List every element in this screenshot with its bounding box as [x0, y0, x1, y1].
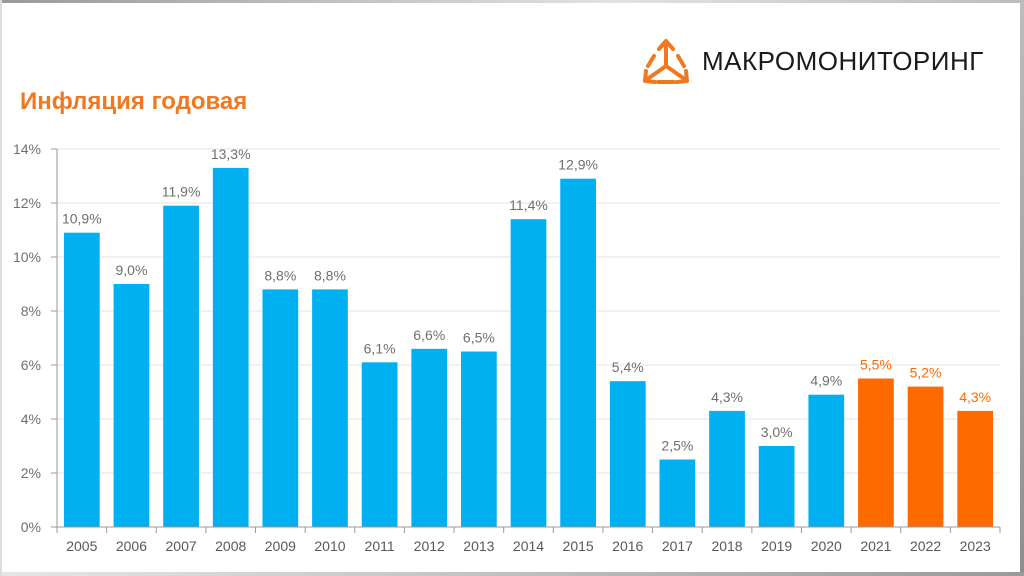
y-axis-ticks: 0% 2% 4% 6% 8% 10% 12% 14% [13, 141, 57, 535]
value-label-2005: 10,9% [62, 211, 102, 227]
bar-2015 [560, 178, 596, 527]
bar-2007 [163, 205, 199, 527]
brand-logo: МАКРОМОНИТОРИНГ [640, 36, 984, 86]
bar-2012 [411, 348, 448, 527]
y-tick-label: 2% [21, 465, 41, 481]
y-tick-label: 0% [21, 519, 41, 535]
x-tick-label-2021: 2021 [860, 538, 891, 554]
x-tick-label-2006: 2006 [116, 538, 147, 554]
value-labels: 10,9% 9,0% 11,9% 13,3% 8,8% 8,8% 6,1% 6,6% 6,5% 1… [62, 146, 991, 454]
x-tick-label-2007: 2007 [166, 538, 197, 554]
value-label-2022: 5,2% [910, 365, 942, 381]
y-tick-label: 8% [21, 303, 41, 319]
bar-2011 [361, 362, 398, 527]
bar-2017 [659, 459, 696, 527]
x-tick-label-2011: 2011 [365, 538, 395, 554]
x-axis-ticks: 2005 2006 2007 2008 2009 2010 2011 2012 2013 2014… [56, 527, 1001, 554]
x-tick-label-2020: 2020 [811, 538, 842, 554]
bar-2018 [709, 410, 745, 527]
value-label-2010: 8,8% [314, 267, 346, 283]
value-label-2011: 6,1% [364, 340, 396, 356]
frame-bottom-border [0, 572, 1024, 576]
bar-2020 [808, 394, 845, 527]
bar-2009 [262, 289, 299, 527]
y-tick-label: 6% [21, 357, 41, 373]
value-label-2008: 13,3% [211, 146, 251, 162]
frame-left-border [0, 0, 2, 576]
value-label-2019: 3,0% [761, 424, 793, 440]
value-label-2021: 5,5% [860, 357, 892, 373]
x-tick-label-2014: 2014 [513, 538, 544, 554]
x-tick-label-2016: 2016 [612, 538, 643, 554]
bar-2005 [63, 232, 100, 527]
value-label-2006: 9,0% [115, 262, 147, 278]
value-label-2014: 11,4% [509, 197, 548, 213]
y-tick-label: 4% [21, 411, 41, 427]
x-tick-label-2019: 2019 [761, 538, 792, 554]
x-tick-label-2023: 2023 [960, 538, 991, 554]
x-tick-label-2022: 2022 [910, 538, 941, 554]
y-tick-label: 10% [13, 249, 41, 265]
value-label-2012: 6,6% [413, 327, 445, 343]
value-label-2015: 12,9% [558, 157, 598, 173]
y-tick-label: 14% [13, 141, 41, 157]
x-tick-label-2012: 2012 [414, 538, 445, 554]
bar-2019 [758, 446, 795, 527]
bar-2008 [212, 167, 249, 527]
bar-2006 [113, 284, 150, 527]
brand-name: МАКРОМОНИТОРИНГ [702, 45, 984, 76]
bar-2013 [461, 351, 497, 527]
bar-2010 [312, 289, 348, 527]
x-tick-label-2010: 2010 [314, 538, 345, 554]
x-tick-label-2008: 2008 [215, 538, 246, 554]
x-tick-label-2018: 2018 [711, 538, 742, 554]
frame-top-border [0, 0, 1024, 3]
value-label-2017: 2,5% [661, 438, 693, 454]
value-label-2018: 4,3% [711, 389, 743, 405]
value-label-2013: 6,5% [463, 330, 495, 346]
bar-2014 [510, 219, 547, 527]
bar-2021 [858, 378, 894, 527]
value-label-2016: 5,4% [612, 359, 644, 375]
x-tick-label-2009: 2009 [265, 538, 296, 554]
x-tick-label-2005: 2005 [66, 538, 97, 554]
frame-right-border [1020, 0, 1024, 576]
x-tick-label-2015: 2015 [563, 538, 594, 554]
y-tick-label: 12% [13, 195, 41, 211]
bars [63, 167, 994, 527]
value-label-2020: 4,9% [810, 373, 842, 389]
bar-2023 [957, 410, 994, 527]
x-tick-label-2017: 2017 [662, 538, 693, 554]
bar-2016 [609, 381, 646, 527]
value-label-2007: 11,9% [162, 184, 201, 200]
bar-2022 [907, 386, 944, 527]
chart-title: Инфляция годовая [20, 88, 248, 115]
value-label-2023: 4,3% [959, 389, 991, 405]
x-tick-label-2013: 2013 [463, 538, 494, 554]
triangle-arrows-logo-icon [643, 39, 689, 84]
value-label-2009: 8,8% [264, 267, 296, 283]
